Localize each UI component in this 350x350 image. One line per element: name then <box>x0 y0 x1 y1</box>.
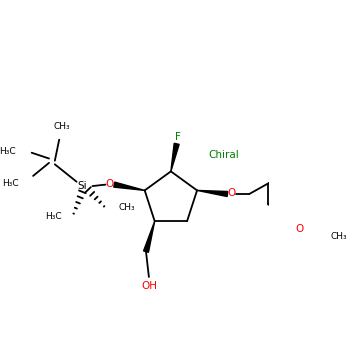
Polygon shape <box>114 182 145 190</box>
Text: H₃C: H₃C <box>2 178 19 188</box>
Text: CH₃: CH₃ <box>119 203 135 212</box>
Text: CH₃: CH₃ <box>330 232 347 240</box>
Text: Si: Si <box>78 181 87 191</box>
Text: O: O <box>296 224 304 234</box>
Text: O: O <box>228 188 236 198</box>
Polygon shape <box>197 190 228 197</box>
Text: O: O <box>106 179 114 189</box>
Polygon shape <box>144 221 155 252</box>
Polygon shape <box>171 143 179 171</box>
Text: F: F <box>175 132 181 142</box>
Text: Chiral: Chiral <box>208 150 239 160</box>
Text: CH₃: CH₃ <box>54 122 70 131</box>
Text: H₃C: H₃C <box>46 212 62 221</box>
Text: OH: OH <box>141 281 157 290</box>
Text: H₃C: H₃C <box>0 147 16 156</box>
